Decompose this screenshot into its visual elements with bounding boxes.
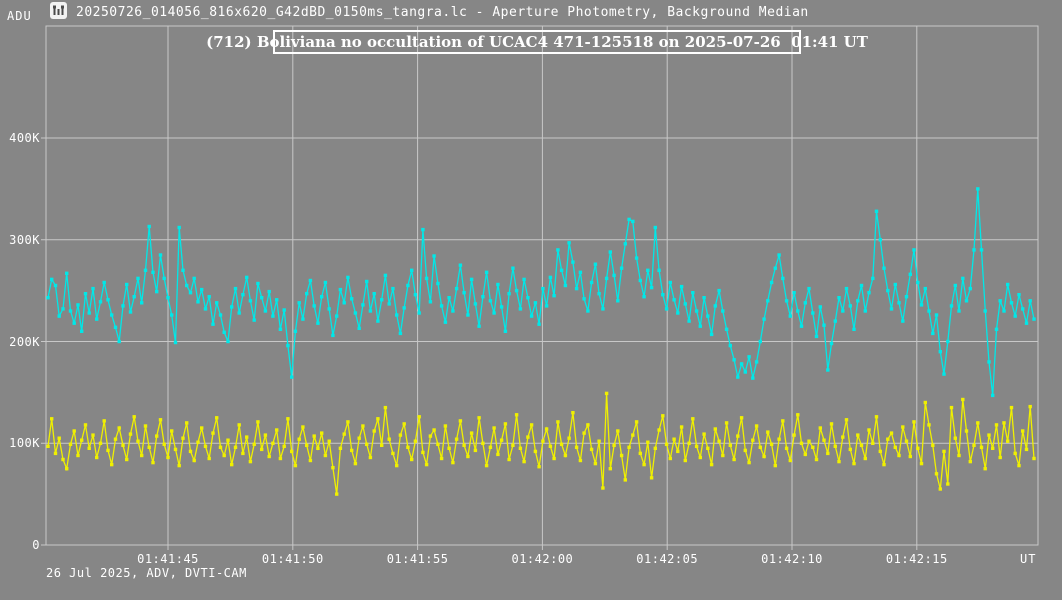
- y-axis-tick-label: 0: [32, 538, 40, 552]
- series-line-comparison-aperture-yellow: [47, 393, 1035, 495]
- x-axis-tick-label: 01:41:50: [261, 552, 324, 566]
- series-line-star-aperture-cyan: [47, 188, 1035, 396]
- plot-frame: [45, 25, 1039, 546]
- series-markers-comparison-aperture-yellow: [46, 391, 1036, 496]
- x-axis-tick-label: 01:42:00: [511, 552, 574, 566]
- x-axis-tick-label: 01:41:55: [386, 552, 449, 566]
- event-title-box: (712) Boliviana no occultation of UCAC4 …: [206, 30, 868, 54]
- series-markers-star-aperture-cyan: [46, 187, 1036, 398]
- x-axis-tick-label: 01:41:45: [137, 552, 199, 566]
- y-axis-tick-label: 300K: [9, 232, 40, 247]
- y-axis-tick-label: 200K: [9, 334, 40, 349]
- event-title-text: (712) Boliviana no occultation of UCAC4 …: [206, 33, 868, 51]
- y-axis-tick-label: 400K: [9, 131, 40, 145]
- window-title: 20250726_014056_816x620_G42dBD_0150ms_ta…: [76, 5, 809, 20]
- x-axis-tick-label: 01:42:15: [885, 552, 948, 566]
- y-axis-tick-label: 100K: [9, 436, 40, 451]
- x-axis-unit-label: UT: [1020, 552, 1037, 566]
- x-axis-tick-label: 01:42:10: [761, 552, 823, 566]
- lightcurve-chart-icon-glyph: [53, 5, 64, 15]
- y-axis-unit-label: ADU: [7, 9, 32, 23]
- footer-observation-info: 26 Jul 2025, ADV, DVTI-CAM: [46, 566, 247, 580]
- x-axis-tick-label: 01:42:05: [636, 552, 699, 566]
- plot-area[interactable]: [46, 26, 1038, 545]
- lightcurve-chart-icon: [50, 2, 67, 19]
